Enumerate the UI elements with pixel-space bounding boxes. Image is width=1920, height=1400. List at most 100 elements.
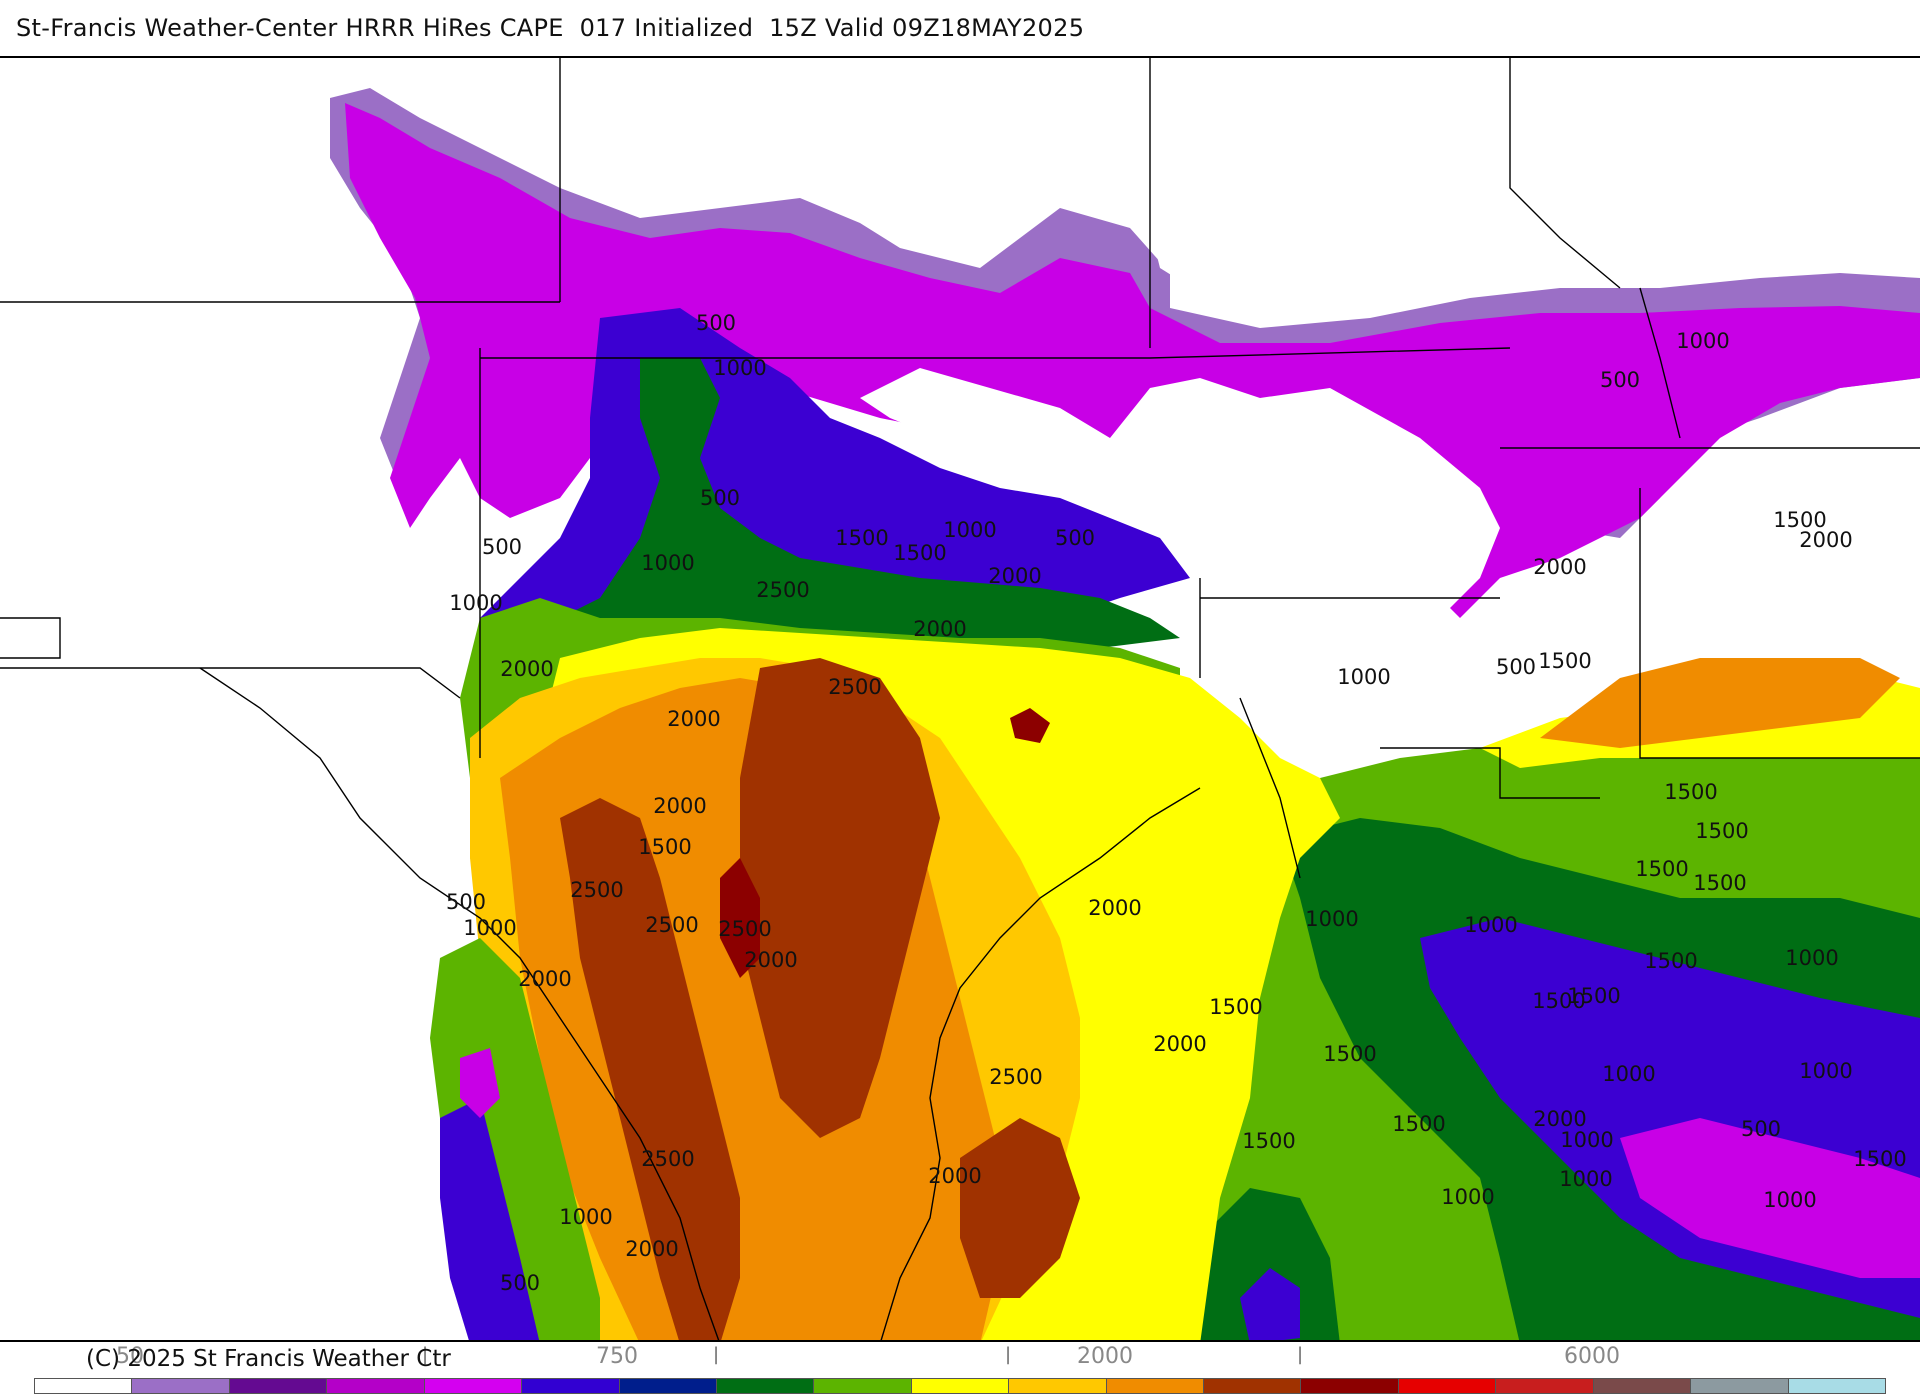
contour-label: 2500 [645,913,698,937]
colorbar-tick-mark: | [712,1344,720,1365]
colorbar-swatch [716,1379,815,1393]
contour-label: 1500 [1644,949,1697,973]
contour-label: 1000 [641,551,694,575]
cape-region-darkred-north [1010,708,1050,743]
contour-label: 1500 [1567,984,1620,1008]
colorbar-tick-mark: | [421,1344,429,1365]
colorbar-swatch [1301,1379,1399,1393]
contour-label: 500 [700,486,740,510]
contour-label: 1000 [1560,1128,1613,1152]
contour-label: 1000 [1559,1167,1612,1191]
colorbar-swatch [229,1379,328,1393]
cape-region-magenta-north [345,103,1920,618]
contour-label: 500 [1055,526,1095,550]
colorbar-swatch [327,1379,425,1393]
contour-label: 2000 [1153,1032,1206,1056]
contour-label: 1000 [1676,329,1729,353]
colorbar-swatch [1204,1379,1302,1393]
cape-region-rust-central [740,658,940,1138]
boundary-line [0,488,1920,879]
cape-region-orange-northeast [1540,658,1900,748]
contour-label: 2500 [718,917,771,941]
contour-label: 500 [500,1271,540,1295]
colorbar-tick-label: 50 [116,1344,144,1369]
contour-label: 1500 [1242,1129,1295,1153]
contour-label: 2000 [625,1237,678,1261]
colorbar-swatch [1496,1379,1594,1393]
contour-label: 1000 [943,518,996,542]
contour-label: 1500 [1664,780,1717,804]
contour-label: 2000 [653,794,706,818]
colorbar-swatch [1593,1379,1692,1393]
contour-label: 2500 [641,1147,694,1171]
contour-label: 2000 [913,617,966,641]
state-boundaries [0,58,1920,1340]
colorbar-swatch [619,1379,717,1393]
colorbar-ticks: 50 | 750 | | 2000 | 6000 [0,1344,1920,1372]
contour-label: 1500 [1532,989,1585,1013]
cape-region-blue-westcoast [440,1098,540,1340]
colorbar-swatch [911,1379,1010,1393]
contour-label: 1500 [1538,649,1591,673]
contour-label: 2000 [518,967,571,991]
cape-region-rust-coast [960,1118,1080,1298]
contour-label: 2000 [1533,1107,1586,1131]
contour-label: 1500 [1392,1112,1445,1136]
colorbar-swatch [1691,1379,1789,1393]
contour-label: 2500 [570,878,623,902]
contour-label: 1500 [1853,1147,1906,1171]
contour-label: 1500 [1635,857,1688,881]
contour-label: 2000 [1533,555,1586,579]
contour-label: 1500 [1693,871,1746,895]
cape-region-rust-west [560,798,740,1340]
colorbar-tick-mark: | [1296,1344,1304,1365]
contour-label: 2500 [756,578,809,602]
cape-region-darkgreen-southcentral [1190,1188,1340,1340]
contour-label: 1500 [893,541,946,565]
contour-label: 2000 [1799,528,1852,552]
contour-label: 2500 [828,675,881,699]
colorbar-tick-label: 6000 [1564,1344,1620,1369]
contour-label: 1000 [1785,946,1838,970]
map-title: St-Francis Weather-Center HRRR HiRes CAP… [16,14,1085,42]
contour-label: 1500 [1209,995,1262,1019]
contour-label: 1000 [1602,1062,1655,1086]
contour-label: 2000 [667,707,720,731]
cape-region-darkred-core [720,858,760,978]
boundary-line [0,58,1511,758]
cape-region-magenta-westcoast [460,1048,500,1118]
contour-label: 2000 [928,1164,981,1188]
cape-region-darkgreen-west [480,358,1180,818]
contour-label: 500 [482,535,522,559]
contour-label: 2000 [744,948,797,972]
contour-label: 1000 [1305,907,1358,931]
contour-label: 1000 [449,591,502,615]
contour-label: 1500 [1773,508,1826,532]
contour-label: 500 [446,890,486,914]
boundary-line [1500,58,1920,449]
footer: 50 | 750 | | 2000 | 6000 (C) 2025 St Fra… [0,1342,1920,1400]
contour-label: 1000 [1464,913,1517,937]
contour-label: 2000 [500,657,553,681]
contour-label: 1000 [1337,665,1390,689]
contour-label: 1000 [1763,1188,1816,1212]
colorbar-tick-label: 2000 [1077,1344,1133,1369]
cape-region-white-north [1040,98,1920,308]
colorbar-swatch [35,1379,133,1393]
contour-label: 500 [1600,368,1640,392]
contour-label: 2000 [1088,896,1141,920]
copyright-text: (C) 2025 St Francis Weather Ctr [86,1346,451,1372]
colorbar-swatch [1788,1379,1886,1393]
colorbar-swatch [1009,1379,1107,1393]
colorbar-swatch [424,1379,523,1393]
colorbar-swatch [1106,1379,1205,1393]
contour-label: 1000 [463,916,516,940]
contour-label: 1500 [835,526,888,550]
contour-label: 1500 [638,835,691,859]
contour-label: 1000 [1799,1059,1852,1083]
colorbar-tick-label: 750 [596,1344,638,1369]
contour-label: 1000 [559,1205,612,1229]
contour-label: 1000 [713,356,766,380]
